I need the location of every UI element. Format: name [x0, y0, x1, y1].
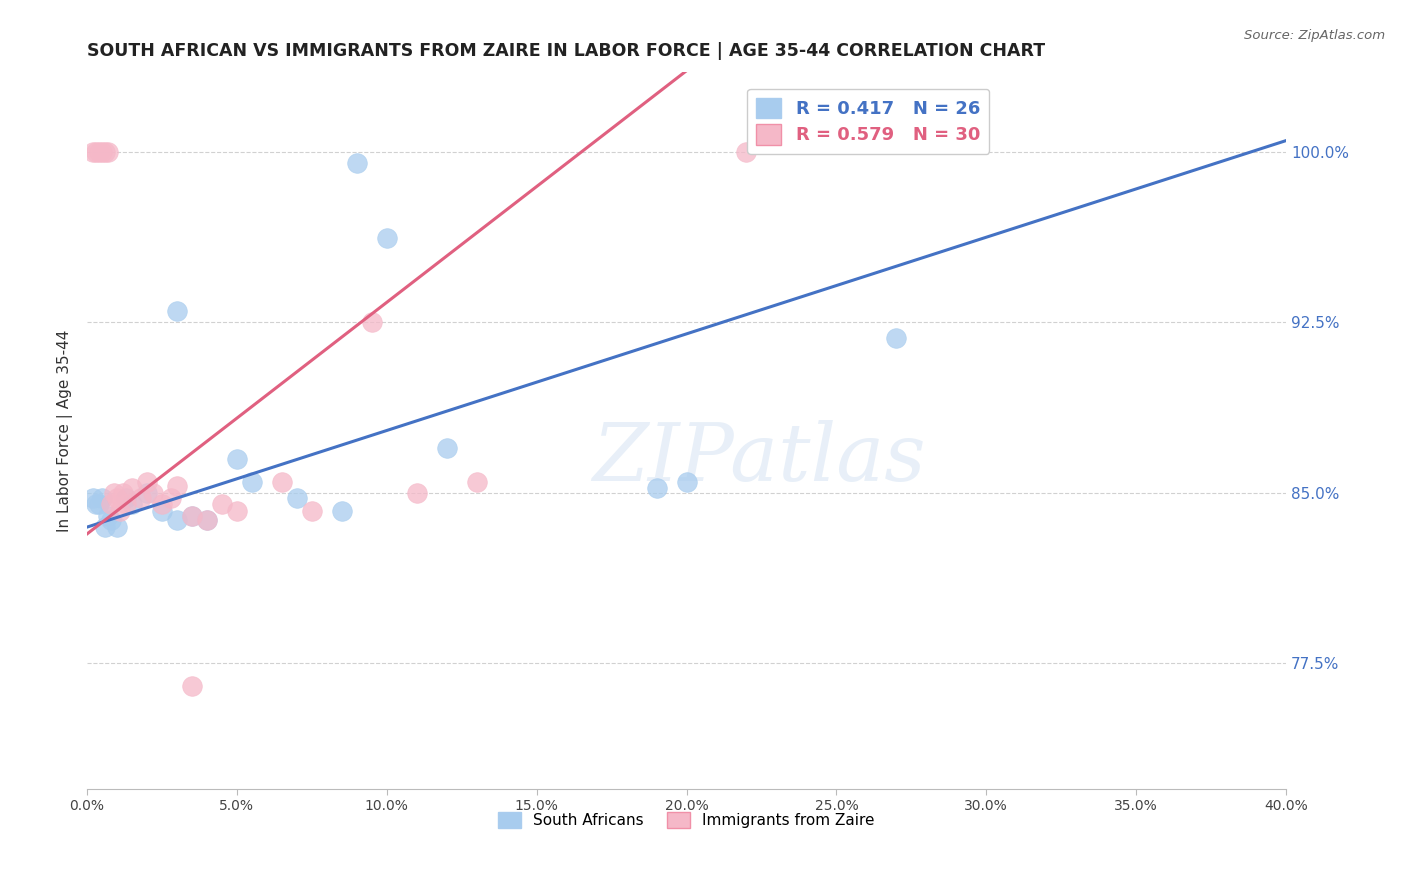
Text: SOUTH AFRICAN VS IMMIGRANTS FROM ZAIRE IN LABOR FORCE | AGE 35-44 CORRELATION CH: SOUTH AFRICAN VS IMMIGRANTS FROM ZAIRE I… [87, 42, 1045, 60]
Point [91, 145, 114, 159]
Point [346, 156, 368, 170]
Point [436, 441, 458, 455]
Point [103, 486, 125, 500]
Point [166, 304, 188, 318]
Point [108, 504, 131, 518]
Point [97, 145, 120, 159]
Point [136, 475, 159, 489]
Point [166, 479, 188, 493]
Point [94, 145, 117, 159]
Point [181, 679, 204, 693]
Point [195, 513, 218, 527]
Text: ZIPatlas: ZIPatlas [592, 420, 925, 498]
Point [94, 520, 117, 534]
Point [150, 504, 173, 518]
Point [105, 491, 128, 505]
Point [82, 491, 104, 505]
Point [82, 145, 104, 159]
Point [105, 520, 128, 534]
Point [87, 145, 110, 159]
Point [112, 486, 135, 500]
Point [375, 231, 398, 245]
Point [405, 486, 427, 500]
Point [226, 504, 249, 518]
Point [115, 491, 138, 505]
Point [97, 508, 120, 523]
Point [195, 513, 218, 527]
Point [166, 513, 188, 527]
Point [129, 491, 152, 505]
Point [675, 475, 697, 489]
Point [121, 482, 143, 496]
Point [884, 331, 907, 345]
Point [301, 504, 323, 518]
Point [240, 475, 263, 489]
Point [91, 491, 114, 505]
Point [150, 497, 173, 511]
Legend: South Africans, Immigrants from Zaire: South Africans, Immigrants from Zaire [492, 805, 880, 835]
Point [735, 145, 758, 159]
Point [121, 497, 143, 511]
Point [100, 513, 122, 527]
Point [285, 491, 308, 505]
Point [360, 316, 382, 330]
Point [100, 497, 122, 511]
Point [84, 145, 107, 159]
Point [160, 491, 183, 505]
Text: Source: ZipAtlas.com: Source: ZipAtlas.com [1244, 29, 1385, 42]
Point [226, 451, 249, 466]
Point [211, 497, 233, 511]
Point [84, 497, 107, 511]
Point [330, 504, 353, 518]
Point [645, 482, 668, 496]
Point [270, 475, 292, 489]
Point [87, 497, 110, 511]
Point [181, 508, 204, 523]
Y-axis label: In Labor Force | Age 35-44: In Labor Force | Age 35-44 [58, 329, 73, 532]
Point [181, 508, 204, 523]
Point [115, 497, 138, 511]
Point [142, 486, 165, 500]
Point [136, 486, 159, 500]
Point [465, 475, 488, 489]
